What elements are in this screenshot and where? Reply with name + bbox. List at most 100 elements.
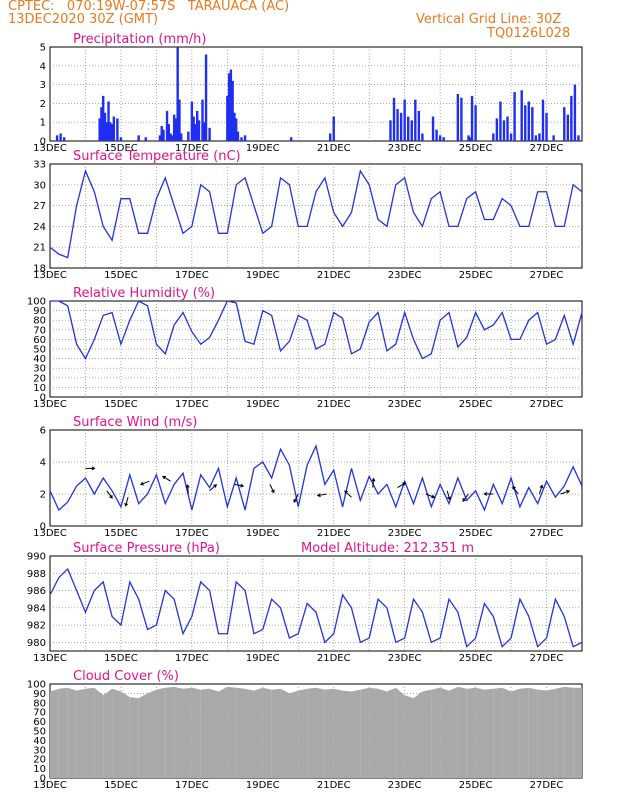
wind-ytick-label: 6 — [40, 426, 46, 437]
cloud-cover-ytick-label: 100 — [27, 680, 46, 691]
temperature-line — [49, 168, 583, 259]
cloud-cover-area — [511, 688, 520, 778]
precip-bar — [531, 107, 534, 141]
humidity-ytick-label: 40 — [33, 354, 46, 365]
precip-bar — [460, 97, 463, 141]
product-code: TQ0126L028 — [487, 26, 571, 41]
precip-bar — [495, 118, 499, 141]
pressure-ytick-label: 990 — [27, 552, 46, 563]
wind-arrow — [234, 483, 244, 487]
pressure-ytick-label: 984 — [27, 603, 46, 614]
wind-arrow — [162, 476, 171, 482]
precipitation-ytick-label: 1 — [40, 118, 46, 129]
precip-bar — [545, 112, 548, 141]
precip-bar — [502, 120, 506, 141]
cloud-cover-area — [555, 686, 565, 778]
humidity-xtick-label: 25DEC — [459, 399, 493, 410]
precip-bar — [204, 54, 208, 141]
precip-bar — [417, 110, 421, 141]
wind-arrow-head — [447, 496, 451, 501]
cloud-cover-area — [324, 688, 334, 778]
precipitation-xtick-label: 17DEC — [175, 143, 209, 154]
precip-bar — [107, 101, 110, 141]
wind-arrow-head — [344, 490, 348, 495]
cloud-cover-ytick-label: 70 — [33, 708, 46, 719]
temperature-xtick-label: 13DEC — [33, 270, 67, 281]
precip-bar — [470, 95, 474, 141]
cloud-cover-area — [457, 686, 467, 778]
precip-bar — [137, 135, 140, 141]
wind-xtick-label: 21DEC — [317, 528, 351, 539]
cloud-cover-area — [58, 687, 68, 778]
wind-arrow-head — [91, 466, 96, 471]
cloud-cover-area — [422, 689, 432, 778]
precip-bar — [410, 120, 413, 141]
wind-arrow — [425, 493, 435, 498]
cloud-cover-area — [50, 688, 59, 778]
precip-bar — [208, 127, 211, 141]
wind-xtick-label: 25DEC — [459, 528, 493, 539]
precip-bar — [192, 116, 195, 141]
precip-bar — [509, 133, 513, 141]
precip-bar — [414, 99, 417, 141]
humidity-ytick-label: 50 — [33, 345, 46, 356]
precip-bar — [407, 116, 410, 141]
precip-bar — [538, 133, 541, 141]
temperature-ytick-label: 30 — [33, 180, 46, 191]
wind-arrow-head — [462, 498, 466, 502]
humidity-ytick-label: 70 — [33, 325, 46, 336]
cloud-cover-area — [129, 697, 139, 778]
model-altitude: Model Altitude: 212.351 m — [301, 541, 474, 556]
precip-bar — [100, 107, 103, 141]
precipitation-xtick-label: 27DEC — [530, 143, 564, 154]
precip-bar — [55, 135, 59, 141]
precipitation-xtick-label: 15DEC — [104, 143, 138, 154]
cloud-cover-title: Cloud Cover (%) — [73, 669, 179, 684]
cloud-cover-area — [386, 687, 396, 778]
pressure-ytick-label: 982 — [27, 621, 46, 632]
wind-xtick-label: 13DEC — [33, 528, 67, 539]
precip-bar — [467, 135, 470, 141]
cloud-cover-area — [191, 687, 201, 778]
cloud-cover-area — [67, 687, 77, 778]
precip-bar — [187, 131, 190, 141]
cloud-cover-area — [404, 695, 414, 778]
precip-bar — [577, 135, 580, 141]
precip-bar — [229, 69, 233, 141]
precip-bar — [431, 116, 435, 141]
precip-bar — [180, 133, 183, 141]
precip-bar — [399, 112, 403, 141]
precip-bar — [102, 95, 105, 141]
cloud-cover-area — [298, 688, 308, 778]
precipitation-xtick-label: 23DEC — [388, 143, 422, 154]
precip-bar — [227, 73, 231, 141]
cloud-cover-area — [307, 687, 316, 778]
pressure-ytick-label: 986 — [27, 586, 46, 597]
temperature-title: Surface Temperature (nC) — [73, 149, 241, 164]
temperature-xtick-label: 19DEC — [246, 270, 280, 281]
precipitation-ytick-label: 3 — [40, 80, 46, 91]
wind-arrow — [372, 478, 375, 488]
cloud-cover-area — [360, 687, 370, 778]
cloud-cover-area — [413, 691, 423, 778]
precipitation-xtick-label: 13DEC — [33, 143, 67, 154]
cloud-cover-xtick-label: 25DEC — [459, 780, 493, 791]
precip-bar — [162, 129, 165, 141]
humidity-ytick-label: 100 — [27, 297, 46, 308]
wind-arrow — [344, 490, 352, 498]
precip-bar — [513, 92, 516, 141]
pressure-xtick-label: 25DEC — [459, 653, 493, 664]
wind-arrow-head — [240, 483, 245, 488]
cloud-cover-area — [218, 686, 228, 778]
grid-note: Vertical Grid Line: 30Z — [416, 12, 562, 27]
precip-bar — [456, 94, 460, 141]
pressure-xtick-label: 27DEC — [530, 653, 564, 664]
cloud-cover-ytick-label: 90 — [33, 689, 46, 700]
precip-bar — [328, 133, 332, 141]
wind-xtick-label: 15DEC — [104, 528, 138, 539]
cloud-cover-area — [271, 688, 281, 778]
precip-bar — [541, 99, 545, 141]
cloud-cover-area — [147, 689, 157, 778]
